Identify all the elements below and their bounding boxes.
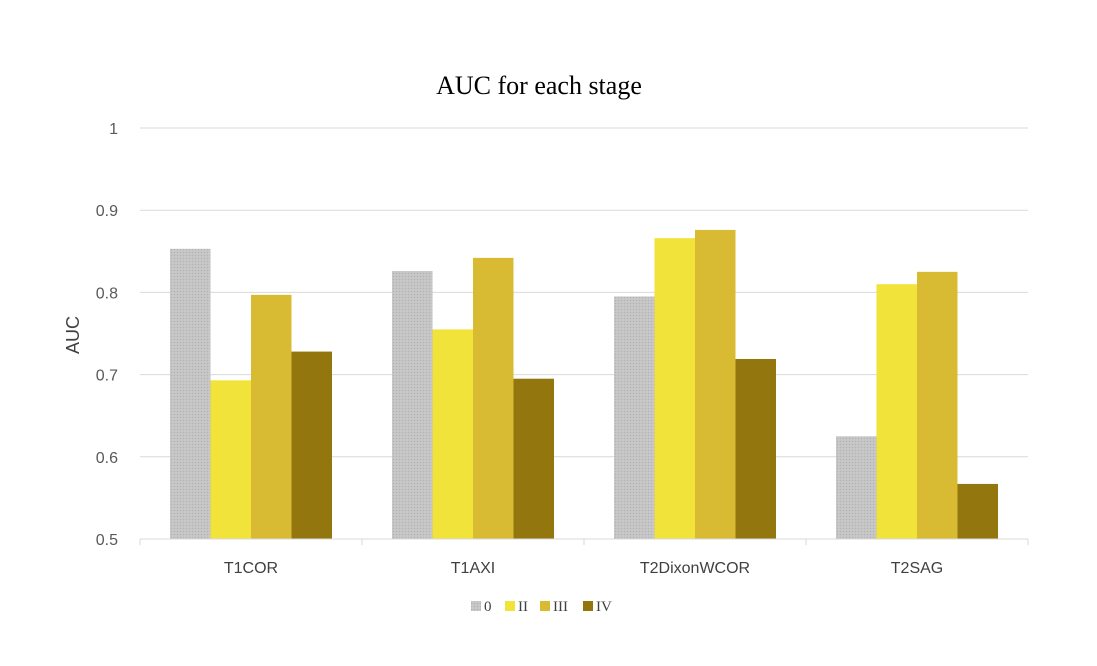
legend-swatch [583,601,593,611]
bar-t1cor-series-0 [170,248,211,540]
legend-label: II [518,599,528,615]
bar-t1axi-series-ii [432,329,473,539]
y-tick-label: 1 [109,121,118,138]
y-tick-label: 0.7 [96,368,118,385]
x-axis: T1COR T1AXI T2DixonWCOR T2SAG [139,538,1029,577]
bar-t1cor-series-iii [251,294,292,539]
bar-t2dixonwcor-series-iv [735,358,776,539]
bar-t2dixonwcor-series-0 [614,296,655,539]
y-tick-label: 0.6 [96,450,118,467]
y-tick-label: 0.9 [96,203,118,220]
legend-swatch [505,601,515,611]
bars [170,229,998,540]
bar-t1axi-series-0 [392,271,433,539]
bar-t1axi-series-iii [473,257,514,539]
y-axis-label: AUC [63,316,83,354]
y-tick-labels: 0.5 0.6 0.7 0.8 0.9 1 [96,121,118,549]
bar-t2sag-series-0 [836,436,877,539]
legend-label: 0 [484,599,492,615]
x-tick-label: T2SAG [891,560,943,577]
x-tick-label: T1COR [224,560,278,577]
y-tick-label: 0.5 [96,532,118,549]
chart-title: AUC for each stage [436,71,642,100]
bar-t1cor-series-iv [291,351,332,539]
legend: 0 II III IV [471,599,612,615]
legend-label: IV [596,599,612,615]
x-tick-label: T2DixonWCOR [640,560,750,577]
bar-t2dixonwcor-series-iii [695,229,736,540]
bar-t2sag-series-iv [957,483,998,539]
bar-t2sag-series-iii [917,271,958,539]
bar-t1axi-series-iv [513,378,554,539]
legend-swatch [540,601,550,611]
bar-t2sag-series-ii [876,284,917,539]
bar-t1cor-series-ii [210,380,251,539]
legend-swatch [471,601,481,611]
x-tick-label: T1AXI [451,560,495,577]
bar-t2dixonwcor-series-ii [654,238,695,539]
legend-label: III [553,599,568,615]
y-tick-label: 0.8 [96,285,118,302]
